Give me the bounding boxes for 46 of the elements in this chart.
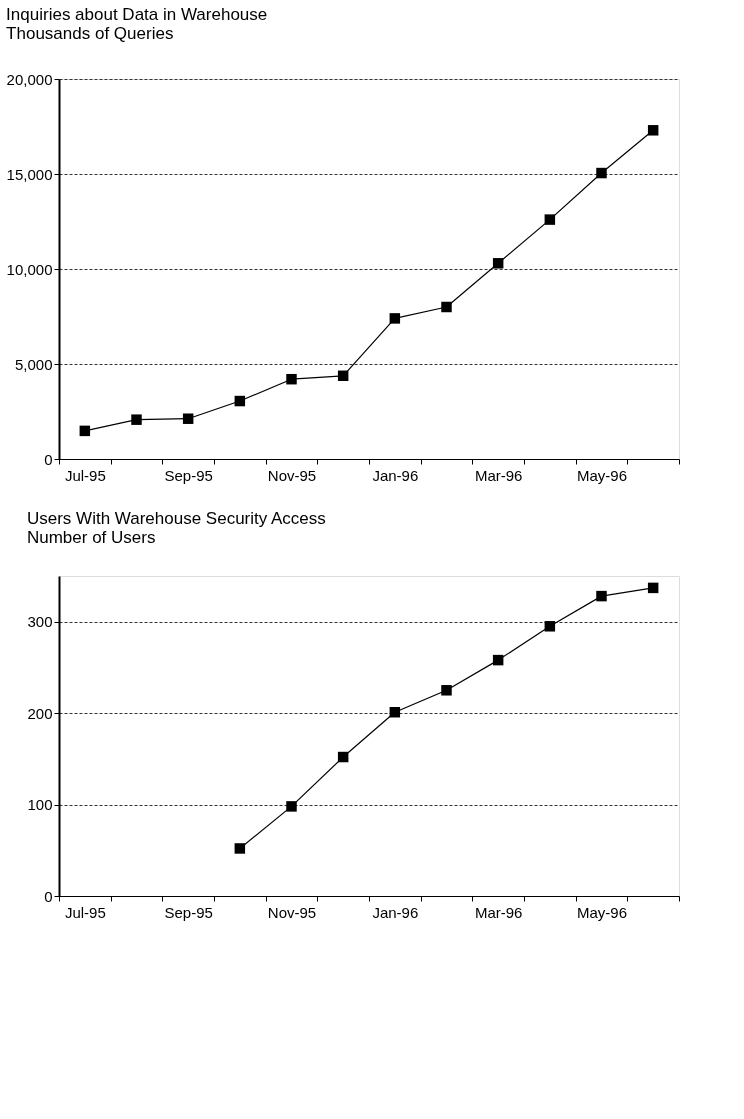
- y-axis-title: Thousands of Queries: [6, 24, 174, 43]
- x-tick-label: Jul-95: [64, 903, 106, 921]
- point: [337, 751, 349, 763]
- point: [596, 590, 607, 602]
- x-tick-label: Mar-96: [474, 466, 523, 484]
- y-tick-label: 0: [44, 450, 53, 468]
- point: [544, 214, 556, 225]
- point: [79, 425, 91, 437]
- y-tick-label: 100: [27, 796, 53, 814]
- point: [182, 413, 194, 424]
- point: [234, 395, 246, 407]
- x-tick-label: Nov-95: [267, 466, 317, 484]
- point: [286, 801, 297, 812]
- x-tick-label: Sep-95: [164, 903, 213, 921]
- x-tick-label: Jul-95: [64, 466, 106, 484]
- point: [389, 313, 401, 324]
- y-tick-label: 200: [27, 704, 53, 722]
- chart-title: Users With Warehouse Security Access: [26, 509, 326, 528]
- point: [441, 301, 452, 313]
- x-tick-label: May-96: [576, 903, 628, 921]
- point: [337, 370, 349, 382]
- x-tick-label: Jan-96: [372, 466, 419, 484]
- point: [234, 843, 246, 854]
- point: [492, 258, 504, 269]
- y-tick-label: 300: [27, 613, 53, 631]
- point: [441, 685, 452, 696]
- point: [647, 125, 659, 136]
- y-tick-label: 0: [44, 887, 53, 905]
- x-tick-label: Sep-95: [164, 466, 213, 484]
- point: [647, 582, 659, 594]
- y-tick-label: 5,000: [14, 355, 53, 373]
- x-tick-label: May-96: [576, 466, 628, 484]
- x-tick-label: Mar-96: [474, 903, 523, 921]
- point: [389, 706, 401, 718]
- y-tick-label: 10,000: [6, 260, 53, 278]
- point: [286, 373, 297, 385]
- point: [596, 167, 607, 179]
- x-tick-label: Nov-95: [267, 903, 317, 921]
- point: [131, 414, 142, 425]
- x-tick-label: Jan-96: [372, 903, 419, 921]
- chart-title: Inquiries about Data in Warehouse: [6, 5, 268, 24]
- y-tick-label: 20,000: [6, 70, 53, 88]
- point: [544, 621, 556, 632]
- y-tick-label: 15,000: [6, 165, 53, 183]
- y-axis-title: Number of Users: [26, 528, 156, 547]
- point: [492, 654, 504, 666]
